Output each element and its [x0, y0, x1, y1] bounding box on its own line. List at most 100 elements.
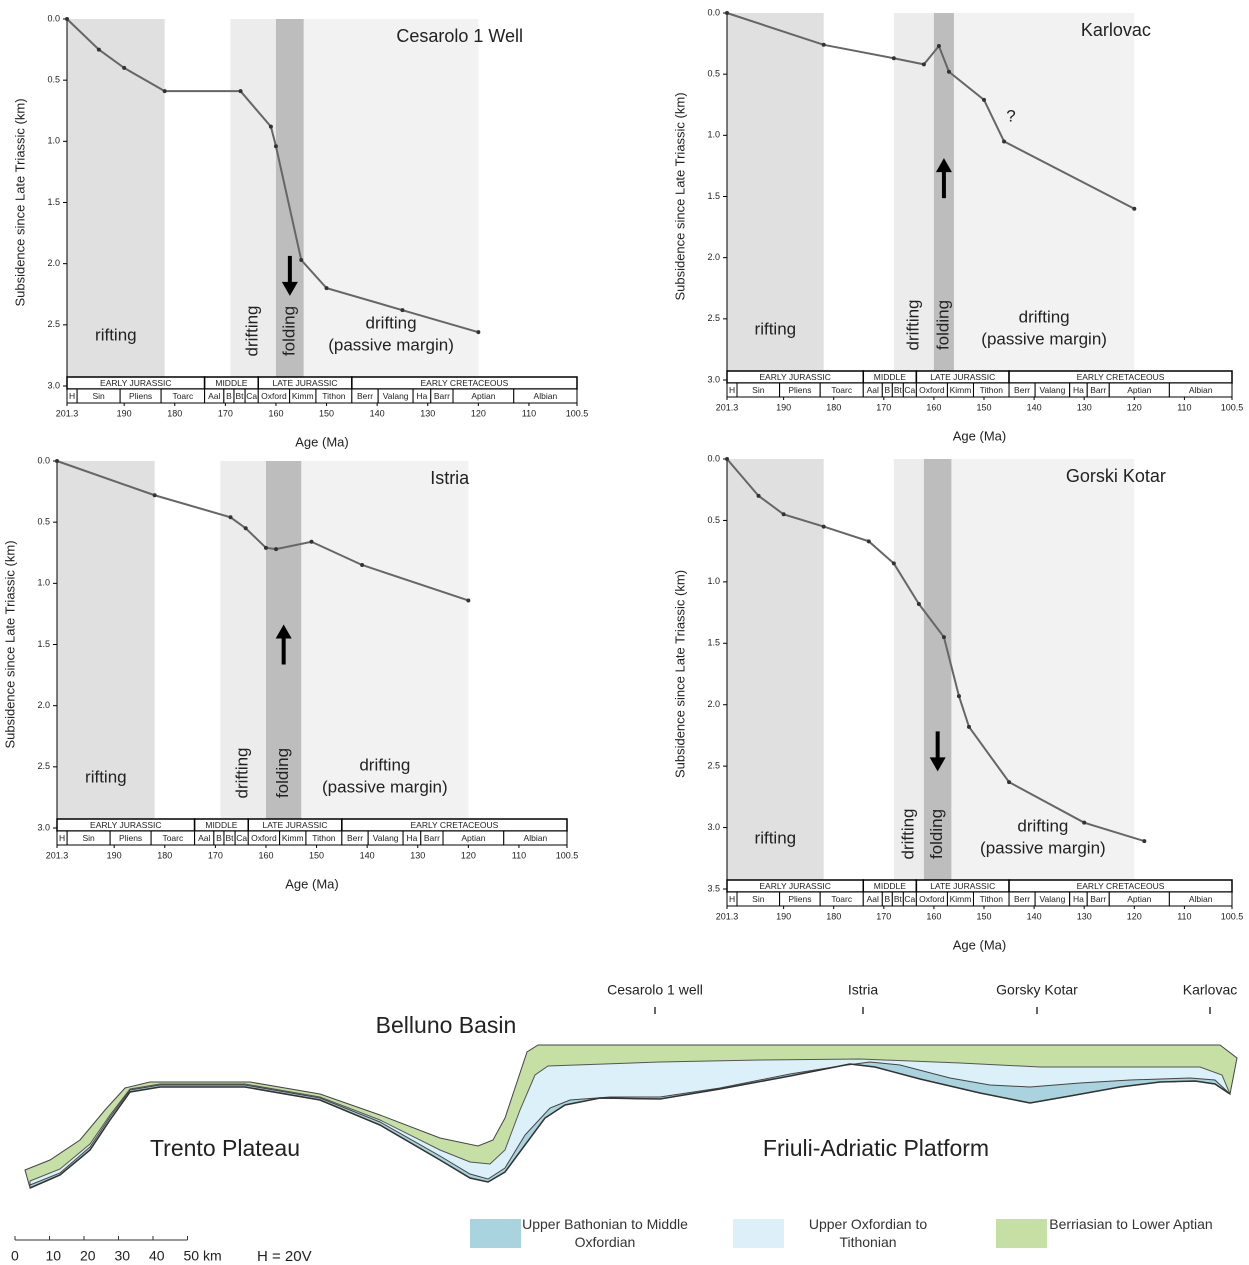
x-tick-label: 201.3 — [716, 911, 739, 921]
epoch-label: EARLY CRETACEOUS — [1077, 372, 1165, 382]
stage-label: Barr — [424, 833, 440, 843]
x-tick-label: 160 — [268, 408, 283, 418]
stage-box — [1168, 891, 1233, 907]
band-label: rifting — [755, 828, 797, 847]
stage-label: Barr — [434, 391, 450, 401]
stage-label: Ca — [904, 385, 915, 395]
scale-label: 30 — [115, 1248, 131, 1264]
point — [1132, 206, 1137, 211]
x-tick-label: 170 — [876, 402, 891, 412]
stage-label: Ha — [406, 833, 417, 843]
stage-label: H — [69, 391, 75, 401]
stage-label: Sin — [92, 391, 105, 401]
y-tick-label: 1.5 — [37, 639, 50, 649]
stage-label: Bt — [894, 385, 903, 395]
region-label: Trento Plateau — [150, 1135, 300, 1161]
stage-label: Pliens — [129, 391, 152, 401]
y-tick-label: 1.5 — [707, 191, 720, 201]
x-tick-label: 201.3 — [56, 408, 79, 418]
y-tick-label: 0.0 — [37, 455, 50, 465]
y-tick-label: 1.0 — [37, 578, 50, 588]
point — [725, 11, 729, 15]
point — [400, 308, 405, 313]
well-label: Cesarolo 1 well — [607, 982, 703, 998]
point — [65, 17, 69, 21]
stage-label: Tithon — [980, 894, 1004, 904]
y-tick-label: 1.0 — [707, 576, 720, 586]
point — [324, 286, 329, 291]
stage-label: Albian — [534, 391, 558, 401]
stage-label: Pliens — [119, 833, 142, 843]
y-tick-label: 3.0 — [707, 822, 720, 832]
x-tick-label: 160 — [258, 850, 273, 860]
x-tick-label: 190 — [107, 850, 122, 860]
point — [1007, 780, 1012, 785]
x-tick-label: 100.5 — [556, 850, 579, 860]
y-tick-label: 0.5 — [707, 515, 720, 525]
legend-swatch — [470, 1219, 521, 1248]
stage-label: Aal — [208, 391, 220, 401]
x-tick-label: 180 — [826, 911, 841, 921]
stage-label: Pliens — [788, 894, 811, 904]
y-tick-label: 1.0 — [707, 130, 720, 140]
point — [966, 724, 971, 729]
y-axis-label: Subsidence since Late Triassic (km) — [2, 540, 17, 748]
arrow-head — [281, 281, 298, 296]
x-axis-label: Age (Ma) — [295, 434, 348, 449]
stage-label: H — [59, 833, 65, 843]
x-tick-label: 120 — [461, 850, 476, 860]
point — [360, 562, 365, 567]
stage-label: Kimm — [950, 894, 972, 904]
stage-label: H — [729, 894, 735, 904]
stage-label: Bt — [236, 391, 245, 401]
band-sublabel: (passive margin) — [322, 777, 448, 796]
y-tick-label: 0.0 — [707, 453, 720, 463]
point — [781, 512, 786, 517]
band — [67, 19, 165, 377]
band-label: drifting — [366, 313, 417, 332]
stage-label: Albian — [1189, 385, 1213, 395]
x-axis-label: Age (Ma) — [285, 876, 338, 891]
y-tick-label: 0.0 — [47, 13, 60, 23]
y-axis-label: Subsidence since Late Triassic (km) — [12, 98, 27, 306]
legend-label: Upper Bathonian to Middle Oxfordian — [522, 1216, 688, 1250]
epoch-label: MIDDLE — [215, 378, 247, 388]
band — [275, 19, 304, 377]
band-label: drifting — [1017, 816, 1068, 835]
x-tick-label: 190 — [117, 408, 132, 418]
x-tick-label: 110 — [522, 408, 536, 418]
band-sublabel: (passive margin) — [980, 838, 1106, 857]
basement-line — [29, 1063, 1231, 1189]
y-tick-label: 3.0 — [37, 822, 50, 832]
stage-label: H — [729, 385, 735, 395]
band — [923, 459, 952, 880]
x-tick-label: 130 — [410, 850, 425, 860]
stage-label: Oxford — [251, 833, 277, 843]
stage-label: B — [884, 894, 890, 904]
stage-label: Barr — [1090, 385, 1106, 395]
x-tick-label: 180 — [167, 408, 182, 418]
x-tick-label: 150 — [309, 850, 324, 860]
chart-title: Cesarolo 1 Well — [396, 26, 523, 46]
point — [466, 598, 471, 603]
point — [162, 89, 167, 94]
y-tick-label: 3.0 — [47, 380, 60, 390]
stage-label: B — [884, 385, 890, 395]
point — [55, 459, 59, 463]
stage-label: Valang — [1039, 894, 1065, 904]
stage-label: Oxford — [919, 894, 945, 904]
band-label: folding — [927, 809, 946, 859]
stage-box — [1168, 382, 1233, 398]
y-tick-label: 0.5 — [707, 69, 720, 79]
stage-box — [503, 830, 568, 846]
x-tick-label: 110 — [1177, 911, 1191, 921]
stage-label: Aptian — [461, 833, 485, 843]
y-tick-label: 1.5 — [47, 197, 60, 207]
stage-label: Ha — [416, 391, 427, 401]
band-label: rifting — [755, 319, 797, 338]
y-tick-label: 1.0 — [47, 136, 60, 146]
arrow-head — [275, 624, 292, 639]
stage-label: Berr — [1014, 385, 1030, 395]
x-tick-label: 130 — [1077, 911, 1092, 921]
